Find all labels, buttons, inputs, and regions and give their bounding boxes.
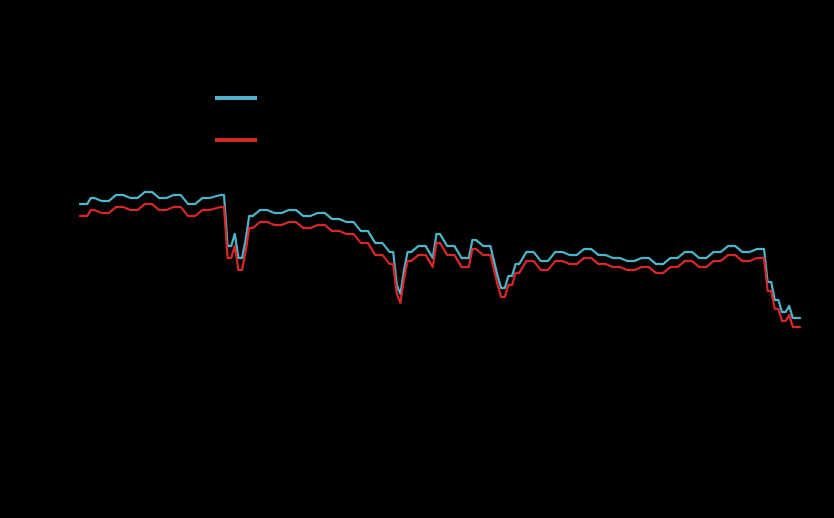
legend bbox=[215, 86, 269, 170]
line-chart bbox=[0, 0, 834, 518]
legend-item bbox=[215, 86, 269, 110]
legend-swatch bbox=[215, 96, 257, 100]
chart-background bbox=[0, 0, 834, 518]
chart-container bbox=[0, 0, 834, 518]
legend-swatch bbox=[215, 138, 257, 142]
legend-item bbox=[215, 128, 269, 152]
